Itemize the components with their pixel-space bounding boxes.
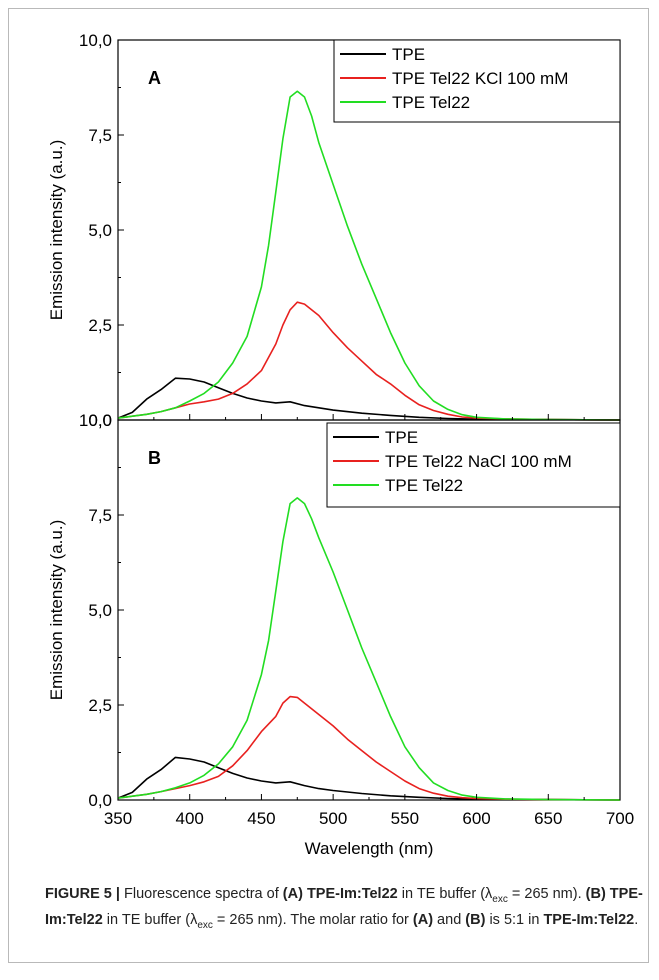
caption-bold-5: TPE-Im:Tel22 [543, 911, 635, 928]
caption-bold-3: (A) [412, 911, 434, 928]
y-tick-label-a-4: 10,0 [79, 31, 112, 50]
legend-label-b-2: TPE Tel22 [385, 476, 463, 495]
caption-text-6: and [433, 911, 466, 928]
x-tick-label-1: 400 [176, 809, 204, 828]
x-tick-label-6: 650 [534, 809, 562, 828]
y-tick-label-b-3: 7,5 [88, 506, 112, 525]
caption-text-8: . [634, 911, 639, 928]
panel-b: 0,0 2,5 5,0 7,5 10,0 Emission intensity (a.u.… [47, 411, 634, 858]
series-line-a-0 [117, 377, 621, 421]
spectra-chart: 0,0 2,5 5,0 7,5 10,0 Emission intensity (a.u.… [47, 31, 634, 858]
caption-sub-2: exc [197, 919, 213, 931]
y-tick-label-b-2: 5,0 [88, 601, 112, 620]
y-tick-label-a-2: 5,0 [88, 221, 112, 240]
caption-text-7: is 5:1 in [485, 911, 544, 928]
caption-text-2: in TE buffer (λ [397, 886, 493, 902]
x-tick-label-3: 500 [319, 809, 347, 828]
x-tick-label-7: 700 [606, 809, 634, 828]
caption-bold-1: (A) TPE-Im:Tel22 [282, 886, 398, 902]
legend-label-a-0: TPE [392, 45, 425, 64]
caption-bold-2: (B) TPE-Im:Tel22 [45, 886, 643, 928]
series-line-a-2 [117, 90, 621, 421]
y-tick-label-a-0: 0,0 [88, 411, 112, 430]
y-tick-label-b-0: 0,0 [88, 791, 112, 810]
caption-bold-4: (B) [465, 911, 486, 928]
legend-label-b-1: TPE Tel22 NaCl 100 mM [385, 452, 572, 471]
y-tick-label-a-3: 7,5 [88, 126, 112, 145]
x-tick-label-2: 450 [247, 809, 275, 828]
legend-label-a-1: TPE Tel22 KCl 100 mM [392, 69, 568, 88]
y-tick-label-b-1: 2,5 [88, 696, 112, 715]
figure-panel: 0,0 2,5 5,0 7,5 10,0 Emission intensity (a.u.… [8, 8, 649, 963]
series-line-b-0 [117, 756, 621, 801]
y-tick-label-a-1: 2,5 [88, 316, 112, 335]
panel-a: 0,0 2,5 5,0 7,5 10,0 Emission intensity (a.u.… [47, 31, 621, 430]
x-tick-label-4: 550 [391, 809, 419, 828]
y-axis-label-a: Emission intensity (a.u.) [47, 140, 66, 320]
y-tick-label-b-4: 10,0 [79, 411, 112, 430]
caption-label: FIGURE 5 | [45, 886, 120, 902]
caption-sub-1: exc [492, 893, 508, 905]
panel-letter-a: A [148, 68, 161, 88]
legend-label-b-0: TPE [385, 428, 418, 447]
series-line-a-1 [117, 301, 621, 421]
x-axis-label: Wavelength (nm) [305, 839, 434, 858]
x-tick-label-0: 350 [104, 809, 132, 828]
legend-label-a-2: TPE Tel22 [392, 93, 470, 112]
y-axis-label-b: Emission intensity (a.u.) [47, 520, 66, 700]
panel-letter-b: B [148, 448, 161, 468]
x-tick-label-5: 600 [462, 809, 490, 828]
caption-text-3: = 265 nm). [507, 886, 586, 902]
series-line-b-1 [117, 695, 621, 801]
figure-caption: FIGURE 5 | Fluorescence spectra of (A) T… [45, 884, 645, 936]
caption-text-1: Fluorescence spectra of [119, 886, 283, 902]
caption-text-4: in TE buffer (λ [102, 911, 198, 928]
series-line-b-2 [117, 497, 621, 801]
caption-text-5: = 265 nm). The molar ratio for [212, 911, 413, 928]
